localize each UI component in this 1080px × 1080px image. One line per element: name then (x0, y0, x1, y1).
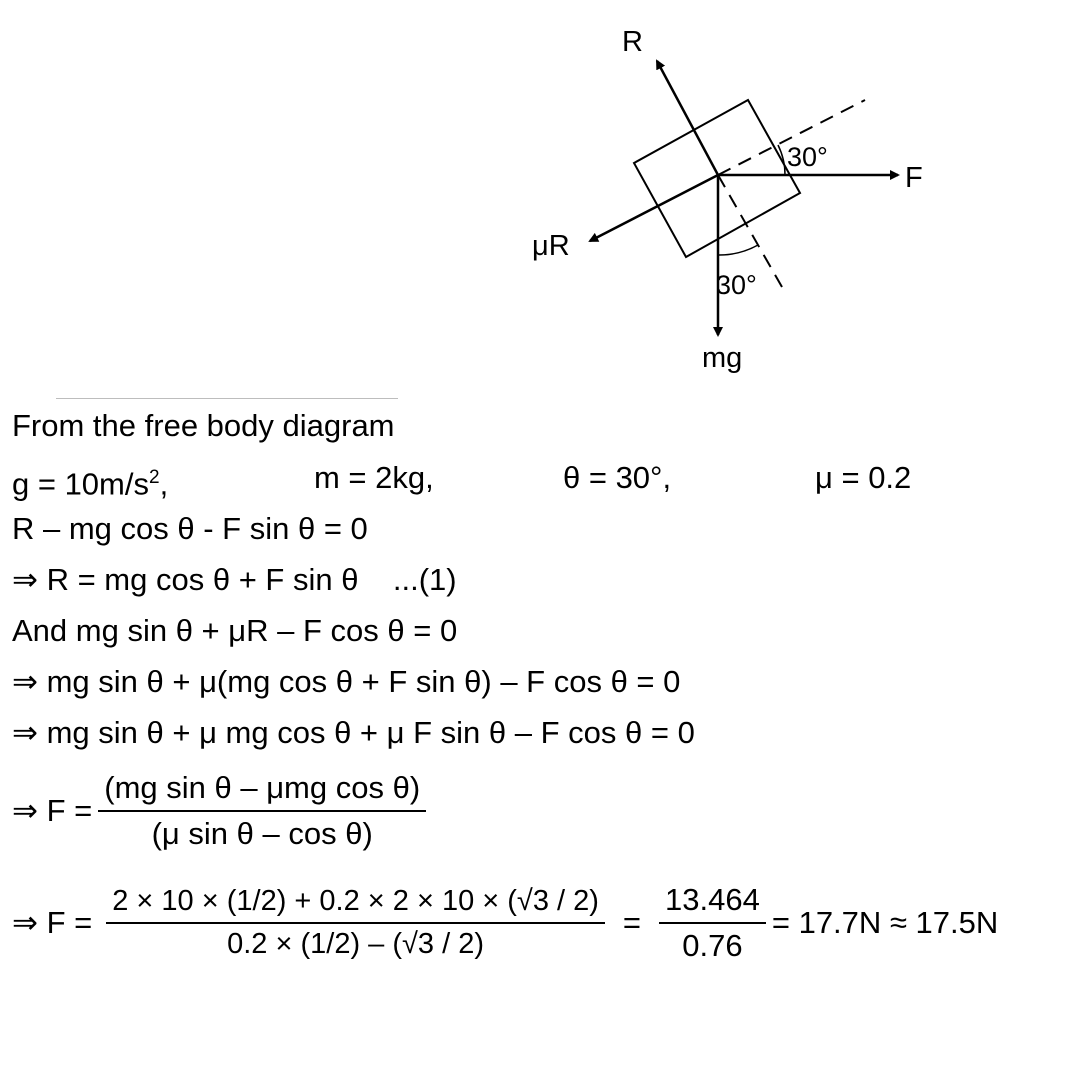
given-m: m = 2kg, (314, 460, 434, 495)
equation-4: ⇒ mg sin θ + μ(mg cos θ + F sin θ) – F c… (12, 664, 681, 699)
given-g-comma: , (159, 466, 169, 502)
equation-6-denominator: (μ sin θ – cos θ) (151, 816, 373, 851)
label-friction: μR (532, 230, 570, 262)
equation-7-denominator: 0.2 × (1/2) – (√3 / 2) (227, 928, 485, 960)
block (632, 98, 802, 259)
equation-1: R – mg cos θ - F sin θ = 0 (12, 511, 368, 546)
equation-7-equals: = (622, 905, 642, 940)
equation-7-value-numerator: 13.464 (659, 882, 766, 924)
free-body-diagram: R μR F mg 30° 30° (532, 26, 923, 374)
given-g-text: g = 10m/s (12, 466, 149, 502)
equation-7-numerator: 2 × 10 × (1/2) + 0.2 × 2 × 10 × (√3 / 2) (106, 885, 605, 924)
equation-6: ⇒ F = (mg sin θ – μmg cos θ) (μ sin θ – … (12, 770, 427, 852)
equation-7-result: = 17.7N ≈ 17.5N (771, 905, 999, 940)
label-F: F (905, 162, 923, 194)
equation-2: ⇒ R = mg cos θ + F sin θ ...(1) (12, 562, 457, 597)
given-g: g = 10m/s2, (12, 460, 168, 502)
equation-7: ⇒ F = 2 × 10 × (1/2) + 0.2 × 2 × 10 × (√… (12, 882, 998, 964)
heading-text: From the free body diagram (12, 408, 395, 443)
normal-force-arrow (655, 59, 720, 176)
label-mg: mg (702, 342, 742, 374)
equation-6-fraction: (mg sin θ – μmg cos θ) (μ sin θ – cos θ) (98, 770, 427, 852)
equation-6-numerator: (mg sin θ – μmg cos θ) (98, 770, 427, 812)
angle-arc-top (777, 144, 786, 176)
equation-6-lhs: ⇒ F = (12, 793, 93, 828)
equation-7-value-denominator: 0.76 (682, 928, 743, 963)
equation-7-value-fraction: 13.464 0.76 (659, 882, 766, 964)
equation-7-lhs: ⇒ F = (12, 905, 93, 940)
equation-3: And mg sin θ + μR – F cos θ = 0 (12, 613, 458, 648)
friction-force-arrow (588, 173, 719, 243)
label-angle-top: 30° (787, 142, 828, 172)
angle-arc-bottom (717, 244, 759, 256)
given-mu: μ = 0.2 (815, 460, 912, 495)
separator-line (56, 398, 398, 399)
incline-dashed-line (717, 99, 866, 176)
equation-7-fraction: 2 × 10 × (1/2) + 0.2 × 2 × 10 × (√3 / 2)… (106, 885, 605, 961)
equation-5: ⇒ mg sin θ + μ mg cos θ + μ F sin θ – F … (12, 715, 695, 750)
label-R: R (622, 26, 643, 58)
given-g-exponent: 2 (149, 467, 160, 488)
label-angle-bottom: 30° (716, 270, 757, 300)
given-theta: θ = 30°, (563, 460, 672, 495)
